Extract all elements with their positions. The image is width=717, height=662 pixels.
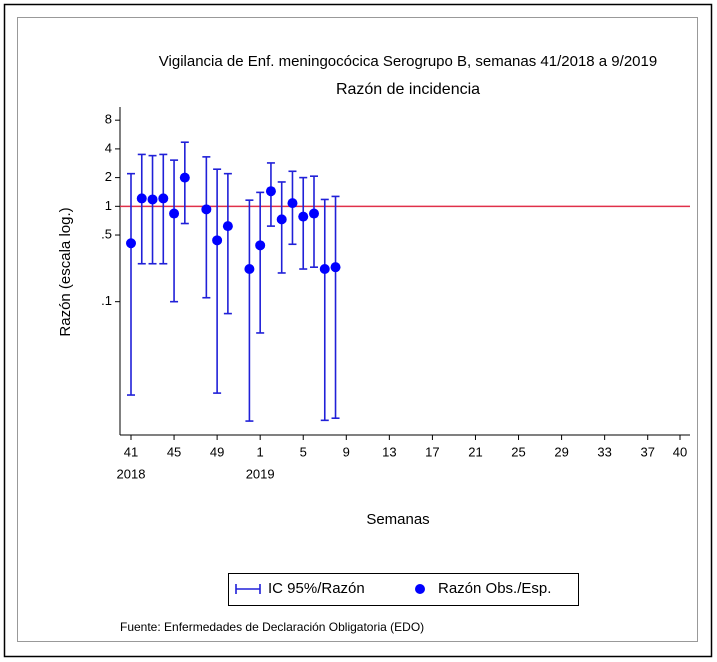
x-tick-label: 5 bbox=[300, 444, 307, 459]
point bbox=[158, 193, 169, 204]
error-bar bbox=[180, 141, 189, 225]
inner-frame bbox=[17, 17, 698, 642]
error-bar bbox=[223, 172, 232, 315]
point bbox=[222, 221, 233, 232]
point bbox=[147, 194, 158, 205]
error-bar bbox=[159, 153, 168, 265]
error-bar bbox=[256, 191, 265, 334]
point bbox=[265, 186, 276, 197]
x-tick-label: 33 bbox=[597, 444, 611, 459]
legend-label: Razón Obs./Esp. bbox=[438, 580, 551, 597]
legend-icon bbox=[415, 584, 425, 594]
point bbox=[276, 214, 287, 225]
y-tick-label: 2 bbox=[105, 169, 112, 184]
error-bar bbox=[170, 159, 179, 303]
x-tick-label: 17 bbox=[425, 444, 439, 459]
error-bar bbox=[299, 176, 308, 270]
y-tick-label: 1 bbox=[105, 198, 112, 213]
y-tick-label: .5 bbox=[101, 226, 112, 241]
error-bar bbox=[137, 153, 146, 265]
error-bar bbox=[202, 156, 211, 299]
error-bar bbox=[245, 199, 254, 422]
error-bar bbox=[148, 154, 157, 265]
x-tick-label: 9 bbox=[343, 444, 350, 459]
source-note: Fuente: Enfermedades de Declaración Obli… bbox=[120, 620, 424, 634]
point bbox=[201, 204, 212, 215]
legend-box bbox=[228, 573, 579, 606]
point bbox=[309, 208, 319, 219]
error-bar bbox=[331, 195, 340, 420]
chart-subtitle: Razón de incidencia bbox=[336, 81, 480, 98]
point bbox=[255, 240, 266, 251]
point bbox=[179, 172, 190, 183]
x-tick-label: 49 bbox=[210, 444, 224, 459]
x-tick-label: 1 bbox=[257, 444, 264, 459]
point bbox=[244, 264, 255, 275]
y-tick-label: 4 bbox=[105, 140, 112, 155]
chart-title: Vigilancia de Enf. meningocócica Serogru… bbox=[159, 53, 657, 70]
error-bar bbox=[127, 172, 135, 396]
error-bar bbox=[213, 168, 222, 394]
point bbox=[126, 238, 136, 249]
outer-frame bbox=[3, 3, 713, 658]
x-tick-label: 41 bbox=[124, 444, 138, 459]
point bbox=[212, 235, 223, 246]
point bbox=[298, 211, 309, 222]
x-axis-title: Semanas bbox=[366, 511, 429, 528]
x-tick-label: 29 bbox=[554, 444, 568, 459]
x-tick-label: 13 bbox=[382, 444, 396, 459]
x-tick-label: 21 bbox=[468, 444, 482, 459]
point bbox=[319, 264, 330, 275]
point bbox=[169, 208, 180, 219]
point bbox=[330, 262, 341, 273]
x-tick-label: 25 bbox=[511, 444, 525, 459]
x-tick-label: 40 bbox=[673, 444, 687, 459]
y-tick-label: .1 bbox=[101, 293, 112, 308]
legend-label: IC 95%/Razón bbox=[268, 580, 365, 597]
y-tick-label: 8 bbox=[105, 112, 112, 127]
x-tick-label: 37 bbox=[640, 444, 654, 459]
year-label: 2019 bbox=[246, 466, 275, 481]
x-tick-label: 45 bbox=[167, 444, 181, 459]
error-bar bbox=[277, 181, 286, 274]
point bbox=[287, 198, 298, 209]
year-label: 2018 bbox=[117, 466, 146, 481]
point bbox=[136, 193, 147, 204]
error-bar bbox=[320, 198, 329, 422]
error-bar bbox=[310, 175, 318, 268]
y-axis-title: Razón (escala log.) bbox=[57, 207, 74, 336]
